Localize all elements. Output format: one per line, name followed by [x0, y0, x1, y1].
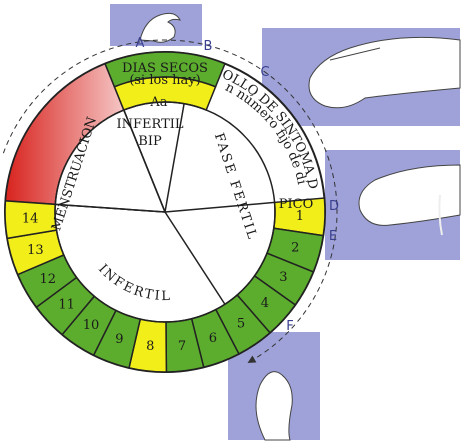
- infertil-top-label: INFERTIL: [116, 117, 183, 132]
- stage-letter: C: [260, 65, 269, 80]
- day-label: 3: [279, 270, 287, 285]
- day-label: 9: [115, 332, 123, 347]
- bip-label: BIP: [138, 134, 162, 149]
- pico-label: PICO: [279, 197, 314, 212]
- fertility-diagram: DIAS SECOS(si los hay)Aa1234567891011121…: [0, 0, 463, 448]
- day-label: 4: [261, 296, 269, 311]
- stage-letter: F: [286, 319, 293, 334]
- dry-days-subtitle: (si los hay): [129, 73, 200, 88]
- day-label: 12: [40, 272, 57, 287]
- hand: [256, 372, 292, 440]
- day-label: 6: [209, 331, 217, 346]
- day-label: 11: [58, 297, 75, 312]
- day-label: 2: [291, 241, 299, 256]
- stage-letter: E: [329, 229, 337, 244]
- day-label: 7: [178, 339, 186, 354]
- day-label: 8: [146, 339, 154, 354]
- day-label: 13: [27, 243, 44, 258]
- day-label: 14: [22, 211, 39, 226]
- stage-letter: D: [329, 199, 339, 214]
- stage-letter: A: [136, 36, 145, 51]
- day-label: 10: [83, 318, 100, 333]
- day-label: 5: [237, 317, 245, 332]
- stage-letter: B: [204, 39, 213, 54]
